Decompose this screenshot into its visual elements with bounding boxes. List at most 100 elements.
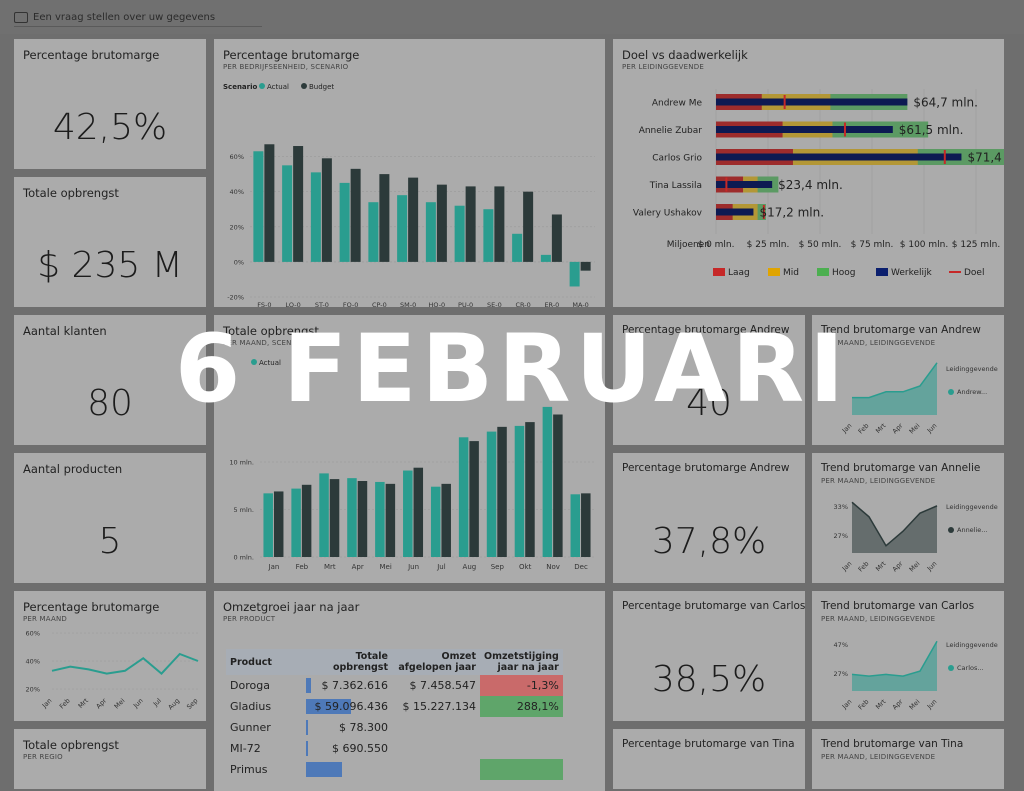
bar <box>580 261 591 271</box>
bar <box>291 488 301 557</box>
bar <box>347 478 357 557</box>
table-row[interactable]: Gladius $ 59.096.436 $ 15.227.134 288,1% <box>226 696 563 717</box>
chart-subtitle: PER MAAND, LEIDINGGEVENDE <box>821 339 936 347</box>
x-tick-label: HO-0 <box>429 301 446 307</box>
legend-marker <box>259 83 265 89</box>
x-tick-label: ST-0 <box>315 301 329 307</box>
row-label: Carlos Grio <box>652 154 702 164</box>
revenue-bar <box>306 762 342 777</box>
legend-marker <box>251 359 257 365</box>
x-tick-label: Jan <box>840 698 853 711</box>
y-tick-label: 0 mln. <box>233 554 254 562</box>
y-tick-label: 60% <box>26 630 40 638</box>
cell-revenue: $ 78.300 <box>304 717 392 738</box>
col-product[interactable]: Product <box>226 649 304 675</box>
card-tina[interactable]: Percentage brutomarge van Tina <box>613 729 805 789</box>
card-title: Aantal klanten <box>23 324 107 338</box>
bar <box>350 168 361 262</box>
bar-actual <box>716 208 754 216</box>
table-row[interactable]: Primus <box>226 759 563 780</box>
x-tick-label: MA-0 <box>572 301 588 307</box>
table-row[interactable]: Doroga $ 7.362.616 $ 7.458.547 -1,3% <box>226 675 563 696</box>
tile-target-vs-actual[interactable]: Doel vs daadwerkelijk PER LEIDINGGEVENDE… <box>613 39 1004 307</box>
y-tick-label: 40% <box>26 658 40 666</box>
x-tick-label: Aug <box>167 697 182 712</box>
card-value: 40 <box>686 383 732 424</box>
x-tick-label: CR-0 <box>515 301 530 307</box>
tile-omzetgroei[interactable]: Omzetgroei jaar na jaar PER PRODUCT Prod… <box>214 591 605 791</box>
card-value: 42,5% <box>52 107 168 148</box>
tile-trend-tina[interactable]: Trend brutomarge van Tina PER MAAND, LEI… <box>812 729 1004 789</box>
x-tick-label: Jan <box>40 697 53 710</box>
x-tick-label: Jun <box>925 560 939 574</box>
x-tick-label: PU-0 <box>458 301 473 307</box>
tile-margin-by-unit[interactable]: Percentage brutomarge PER BEDRIJFSEENHEI… <box>214 39 605 307</box>
card-andrew-1[interactable]: Percentage brutomarge Andrew 40 <box>613 315 805 445</box>
table-header-row: Product Totale opbrengst Omzet afgelopen… <box>226 649 563 675</box>
tile-trend-carlos[interactable]: Trend brutomarge van Carlos PER MAAND, L… <box>812 591 1004 721</box>
bar <box>282 165 293 262</box>
bar <box>430 486 441 557</box>
col-prev[interactable]: Omzet afgelopen jaar <box>392 649 480 675</box>
col-growth[interactable]: Omzetstijging jaar na jaar <box>480 649 563 675</box>
x-tick-label: Mei <box>908 698 922 712</box>
x-tick-label: Feb <box>296 563 309 571</box>
card-margin[interactable]: Percentage brutomarge 42,5% <box>14 39 206 169</box>
bar <box>553 414 563 557</box>
row-label: Annelie Zubar <box>639 126 703 136</box>
cell-revenue: $ 59.096.436 <box>304 696 392 717</box>
legend-marker <box>301 83 307 89</box>
bar <box>441 483 451 557</box>
chart-title: Trend brutomarge van Tina <box>821 738 964 750</box>
legend-title: Leidinggevende <box>946 503 998 511</box>
y-tick-label: 10 mln. <box>229 459 254 467</box>
x-tick-label: Feb <box>58 697 72 711</box>
cell-prev <box>392 738 480 759</box>
bar <box>408 177 419 262</box>
card-revenue[interactable]: Totale opbrengst $ 235 M <box>14 177 206 307</box>
bar <box>264 144 275 262</box>
y-tick-label: 20% <box>26 686 40 694</box>
legend-marker <box>948 389 954 395</box>
table-row[interactable]: MI-72 $ 690.550 <box>226 738 563 759</box>
card-title: Totale opbrengst <box>23 186 119 200</box>
chart-subtitle: PER BEDRIJFSEENHEID, SCENARIO <box>223 63 349 71</box>
revenue-bar <box>306 699 351 714</box>
x-tick-label: FO-0 <box>343 301 359 307</box>
tile-revenue-by-month[interactable]: Totale opbrengst PER MAAND, SCENARIO Act… <box>214 315 605 583</box>
table-row[interactable]: Gunner $ 78.300 <box>226 717 563 738</box>
card-andrew-2[interactable]: Percentage brutomarge Andrew 37,8% <box>613 453 805 583</box>
legend-label: Werkelijk <box>891 268 933 278</box>
card-value: $ 235 M <box>37 245 183 286</box>
revenue-by-month-chart: Actual Budget 0 mln. 5 mln. 10 mln. Jan Feb Mrt… <box>229 359 595 571</box>
chart-title: Trend brutomarge van Andrew <box>821 324 981 336</box>
x-tick-label: Apr <box>95 697 109 711</box>
chart-title: Omzetgroei jaar na jaar <box>223 600 360 614</box>
x-tick-label: $ 0 mln. <box>697 240 734 250</box>
bar <box>570 494 581 557</box>
qa-input[interactable]: Een vraag stellen over uw gegevens <box>14 8 262 27</box>
card-value: 80 <box>87 383 133 424</box>
col-revenue[interactable]: Totale opbrengst <box>304 649 392 675</box>
series-line <box>51 652 199 675</box>
x-tick-label: Dec <box>574 563 588 571</box>
bar-actual <box>716 153 962 161</box>
chart-subtitle: PER REGIO <box>23 753 63 761</box>
tile-margin-by-month[interactable]: Percentage brutomarge PER MAAND 20% 40% 60… <box>14 591 206 721</box>
x-tick-label: $ 75 mln. <box>851 240 894 250</box>
tile-revenue-by-region[interactable]: Totale opbrengst PER REGIO <box>14 729 206 789</box>
card-products[interactable]: Aantal producten 5 <box>14 453 206 583</box>
tile-trend-andrew[interactable]: Trend brutomarge van Andrew PER MAAND, L… <box>812 315 1004 445</box>
card-customers[interactable]: Aantal klanten 80 <box>14 315 206 445</box>
legend-marker <box>768 268 780 276</box>
cell-product: Primus <box>230 763 268 776</box>
legend-marker <box>293 359 299 365</box>
cell-growth <box>480 717 563 738</box>
bar <box>483 209 494 262</box>
x-tick-label: Feb <box>857 560 871 574</box>
trend-carlos-chart: 27% 47% Jan Feb Mrt Apr Mei Jun Leidinggevende Ca… <box>834 640 998 712</box>
x-tick-label: Mei <box>908 560 922 574</box>
legend-title: Leidinggevende <box>946 641 998 649</box>
card-carlos[interactable]: Percentage brutomarge van Carlos 38,5% <box>613 591 805 721</box>
tile-trend-annelie[interactable]: Trend brutomarge van Annelie PER MAAND, … <box>812 453 1004 583</box>
